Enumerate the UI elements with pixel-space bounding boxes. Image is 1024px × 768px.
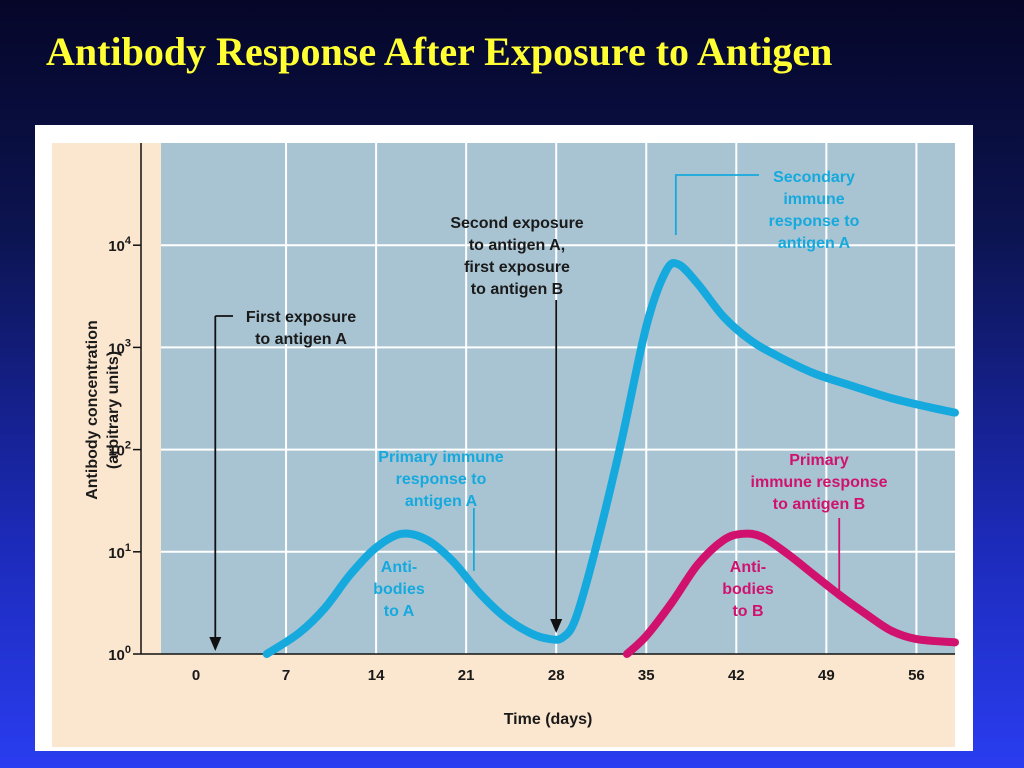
annotation-first-exposure: First exposure to antigen A bbox=[246, 309, 356, 348]
x-tick-label: 0 bbox=[192, 667, 200, 684]
y-axis-label: Antibody concentration (arbitrary units) bbox=[84, 320, 122, 500]
y-tick-label: 103 bbox=[108, 337, 131, 357]
y-tick-label: 102 bbox=[108, 440, 131, 460]
x-tick-label: 14 bbox=[368, 667, 385, 684]
annotation-secondary-response: Secondary immune response to antigen A bbox=[769, 169, 860, 252]
antibody-chart: 0 7 14 21 28 35 42 49 56 100 101 102 103 104 Time (day… bbox=[52, 143, 959, 747]
x-tick-label: 21 bbox=[458, 667, 475, 684]
secondary-response-leader bbox=[674, 174, 759, 235]
plot-area bbox=[161, 143, 955, 654]
antibodies-b-curve bbox=[622, 529, 959, 658]
x-tick-label: 35 bbox=[638, 667, 655, 684]
annotation-second-exposure: Second exposure to antigen A, first exposu… bbox=[450, 215, 583, 298]
annotation-primary-response-a: Primary immune response to antigen A bbox=[378, 449, 503, 510]
x-axis-label: Time (days) bbox=[504, 711, 593, 728]
figure-panel: 0 7 14 21 28 35 42 49 56 100 101 102 103 104 Time (day… bbox=[35, 125, 973, 751]
x-tick-label: 42 bbox=[728, 667, 745, 684]
x-tick-label: 28 bbox=[548, 667, 565, 684]
x-tick-label: 49 bbox=[818, 667, 835, 684]
label-antibodies-b: Anti-bodies to B bbox=[722, 559, 774, 620]
slide-title: Antibody Response After Exposure to Anti… bbox=[46, 29, 833, 74]
y-tick-label: 101 bbox=[108, 542, 131, 562]
label-antibodies-a: Anti-bodies to A bbox=[373, 559, 425, 620]
second-exposure-arrow-head bbox=[550, 619, 563, 633]
y-tick-label: 100 bbox=[108, 644, 131, 664]
y-tick-label: 104 bbox=[108, 235, 132, 255]
antibodies-a-curve bbox=[262, 259, 959, 658]
first-exposure-arrow-head bbox=[209, 637, 222, 651]
annotation-primary-response-b: Primary immune response to antigen B bbox=[751, 452, 888, 513]
x-tick-label: 56 bbox=[908, 667, 925, 684]
x-tick-label: 7 bbox=[282, 667, 290, 684]
